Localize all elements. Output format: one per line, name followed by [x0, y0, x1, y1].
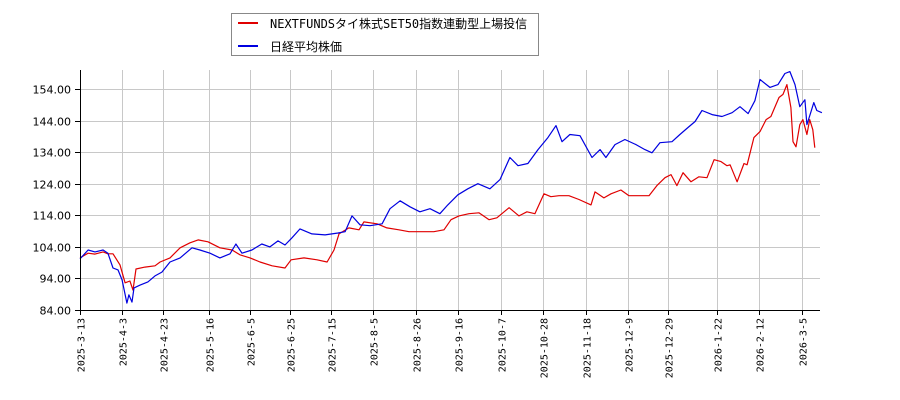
- y-tick-label: 94.00: [40, 273, 72, 286]
- x-tick-label: 2025-12-29: [665, 318, 676, 378]
- x-tick-label: 2025-8-5: [370, 318, 381, 366]
- y-tick-label: 154.00: [33, 84, 72, 97]
- y-tick-label: 114.00: [33, 210, 72, 223]
- series-line-nextfunds: [79, 83, 816, 291]
- x-tick-label: 2025-12-9: [625, 318, 636, 372]
- x-tick-label: 2025-6-25: [287, 318, 298, 372]
- x-tick-label: 2026-2-12: [756, 318, 767, 372]
- legend-swatch-red: [238, 22, 258, 24]
- x-tick-label: 2025-11-18: [583, 318, 594, 378]
- x-tick-label: 2026-1-22: [714, 318, 725, 372]
- legend-label: 日経平均株価: [270, 39, 343, 54]
- y-tick-label: 134.00: [33, 147, 72, 160]
- legend-swatch-blue: [238, 45, 258, 47]
- axes: [80, 70, 820, 311]
- grid-lines: [80, 70, 820, 310]
- x-axis-ticks: 2025-3-13 2025-4-3 2025-4-23 2025-5-16 2025-…: [77, 310, 810, 378]
- y-tick-label: 84.00: [40, 305, 72, 318]
- y-axis-ticks: 84.00 94.00 104.00 114.00 124.00 134.00 144.00…: [33, 84, 80, 318]
- y-tick-label: 124.00: [33, 179, 72, 192]
- x-tick-label: 2025-10-7: [498, 318, 509, 372]
- x-tick-label: 2025-4-3: [119, 318, 130, 366]
- series-lines: [79, 70, 823, 304]
- x-tick-label: 2026-3-5: [799, 318, 810, 366]
- x-tick-label: 2025-6-5: [247, 318, 258, 366]
- x-tick-label: 2025-3-13: [77, 318, 88, 372]
- x-tick-label: 2025-8-26: [413, 318, 424, 372]
- x-tick-label: 2025-7-15: [328, 318, 339, 372]
- legend-label: NEXTFUNDSタイ株式SET50指数連動型上場投信: [270, 16, 528, 31]
- legend: NEXTFUNDSタイ株式SET50指数連動型上場投信 日経平均株価: [231, 13, 539, 56]
- x-tick-label: 2025-5-16: [206, 318, 217, 372]
- legend-item-nikkei: 日経平均株価: [238, 37, 342, 55]
- y-tick-label: 144.00: [33, 116, 72, 129]
- x-tick-label: 2025-9-16: [455, 318, 466, 372]
- y-tick-label: 104.00: [33, 242, 72, 255]
- x-tick-label: 2025-4-23: [160, 318, 171, 372]
- x-tick-label: 2025-10-28: [540, 318, 551, 378]
- legend-item-nextfunds: NEXTFUNDSタイ株式SET50指数連動型上場投信: [238, 14, 527, 32]
- series-line-nikkei: [79, 70, 823, 304]
